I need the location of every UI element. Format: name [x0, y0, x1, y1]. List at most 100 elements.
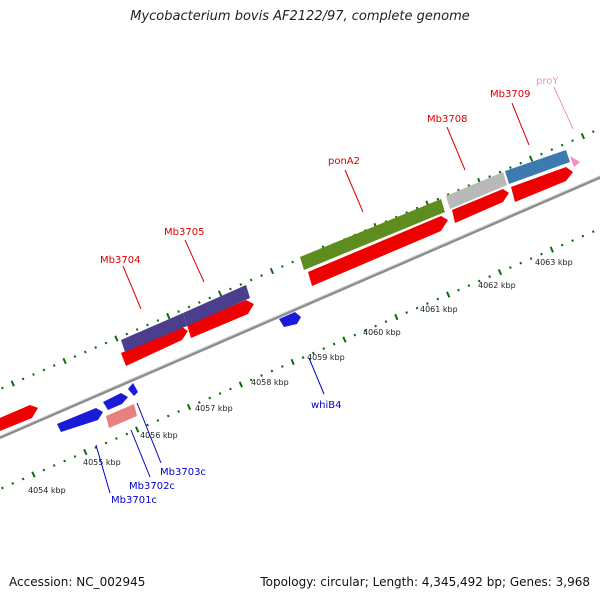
feature-mb3703c-label[interactable]: Mb3703c — [160, 467, 206, 478]
minor-tick — [239, 283, 243, 286]
minor-tick — [177, 310, 180, 313]
forward-orf-arrow[interactable] — [511, 167, 573, 202]
minor-tick — [94, 446, 98, 449]
feature-mb3702c-label[interactable]: Mb3702c — [129, 481, 175, 492]
mb3702c-leader-line — [130, 429, 151, 478]
minor-tick — [52, 464, 56, 467]
forward-orf-arrow[interactable] — [187, 300, 254, 338]
minor-tick — [591, 230, 595, 234]
whib4-leader-line — [308, 357, 325, 395]
minor-tick — [63, 459, 66, 463]
major-tick — [217, 290, 223, 297]
mb3703c-leader-line — [136, 402, 162, 464]
topology-value: circular — [320, 575, 365, 589]
minor-tick — [560, 143, 564, 147]
forward-orf-arrow[interactable] — [452, 189, 509, 223]
forward-orf-arrow[interactable] — [121, 327, 188, 366]
feature-proy-arrow[interactable] — [570, 156, 580, 167]
topology-label: Topology: — [260, 575, 317, 589]
length-value: 4,345,492 bp — [421, 575, 502, 589]
forward-orf-arrow[interactable] — [308, 216, 448, 286]
minor-tick — [260, 274, 263, 277]
kbp-label-4054: 4054 kbp — [28, 486, 66, 495]
feature-mb3705-label[interactable]: Mb3705 — [164, 227, 204, 238]
minor-tick — [581, 234, 585, 238]
major-tick — [83, 448, 88, 456]
major-tick — [186, 403, 192, 411]
kbp-label-4056: 4056 kbp — [140, 431, 178, 440]
minor-tick — [42, 468, 46, 472]
minor-tick — [477, 279, 481, 283]
minor-tick — [363, 329, 367, 332]
mb3704-leader-line — [122, 265, 142, 310]
minor-tick — [156, 419, 160, 422]
minor-tick — [83, 350, 87, 354]
minor-tick — [415, 306, 419, 310]
feature-mb3703c-arrow[interactable] — [128, 383, 138, 396]
minor-tick — [1, 486, 4, 490]
minor-tick — [177, 410, 180, 413]
major-tick — [580, 132, 586, 140]
major-tick — [135, 426, 140, 433]
forward-orf-arrow[interactable] — [0, 405, 38, 433]
feature-mb3709-label[interactable]: Mb3709 — [490, 89, 530, 100]
minor-tick — [322, 347, 326, 350]
kbp-label-4057: 4057 kbp — [195, 404, 233, 413]
feature-mb3704-label[interactable]: Mb3704 — [100, 255, 140, 266]
major-tick — [31, 471, 36, 478]
feature-mb3708-bar[interactable] — [446, 172, 507, 209]
feature-mb3704-bar[interactable] — [121, 313, 187, 352]
forward-tick-row — [1, 130, 595, 390]
minor-tick — [540, 252, 543, 256]
feature-mb3708-label[interactable]: Mb3708 — [427, 114, 467, 125]
minor-tick — [301, 356, 305, 359]
kbp-label-4058: 4058 kbp — [251, 378, 289, 387]
minor-tick — [125, 332, 129, 336]
genome-backbone — [0, 175, 600, 440]
kbp-label-4060: 4060 kbp — [363, 328, 401, 337]
feature-whib4-label[interactable]: whiB4 — [311, 400, 342, 411]
minor-tick — [42, 368, 46, 372]
genes-value: 3,968 — [555, 575, 590, 589]
feature-mb3701c-bar[interactable] — [106, 404, 137, 428]
feature-pona2-bar[interactable] — [300, 199, 445, 270]
minor-tick — [21, 377, 25, 381]
feature-pona2-label[interactable]: ponA2 — [328, 156, 360, 167]
minor-tick — [508, 166, 512, 169]
minor-tick — [32, 373, 35, 376]
minor-tick — [571, 139, 574, 143]
feature-whib4-arrow[interactable] — [279, 312, 301, 327]
reverse-tick-row — [1, 230, 595, 490]
feature-mb3705-bar[interactable] — [183, 285, 250, 326]
mb3709-leader-line — [511, 102, 530, 146]
genome-stats-text: Topology: circular; Length: 4,345,492 bp… — [260, 575, 590, 589]
genome-backbone-highlight — [0, 175, 600, 437]
feature-mb3702c-arrow[interactable] — [103, 393, 128, 410]
page-title: Mycobacterium bovis AF2122/97, complete … — [130, 9, 470, 24]
minor-tick — [249, 278, 253, 282]
length-label: Length: — [372, 575, 419, 589]
minor-tick — [374, 324, 377, 328]
minor-tick — [11, 482, 15, 485]
minor-tick — [498, 170, 502, 174]
minor-tick — [591, 130, 595, 134]
accession-text: Accession: NC_002945 — [9, 575, 145, 589]
minor-tick — [21, 477, 25, 481]
minor-tick — [467, 284, 471, 287]
minor-tick — [208, 396, 212, 400]
minor-tick — [52, 364, 56, 367]
feature-proy-label[interactable]: proY — [536, 76, 559, 87]
minor-tick — [540, 152, 543, 156]
minor-tick — [197, 401, 201, 404]
feature-mb3701c-label[interactable]: Mb3701c — [111, 495, 157, 506]
minor-tick — [1, 386, 4, 390]
major-tick — [290, 358, 295, 366]
reverse-orf-arrow[interactable] — [57, 408, 103, 432]
accession-label: Accession: — [9, 575, 73, 589]
major-tick — [528, 155, 534, 162]
kbp-label-4061: 4061 kbp — [420, 305, 458, 314]
major-tick — [549, 246, 554, 253]
feature-mb3709-bar[interactable] — [505, 150, 570, 184]
major-tick — [394, 313, 399, 321]
